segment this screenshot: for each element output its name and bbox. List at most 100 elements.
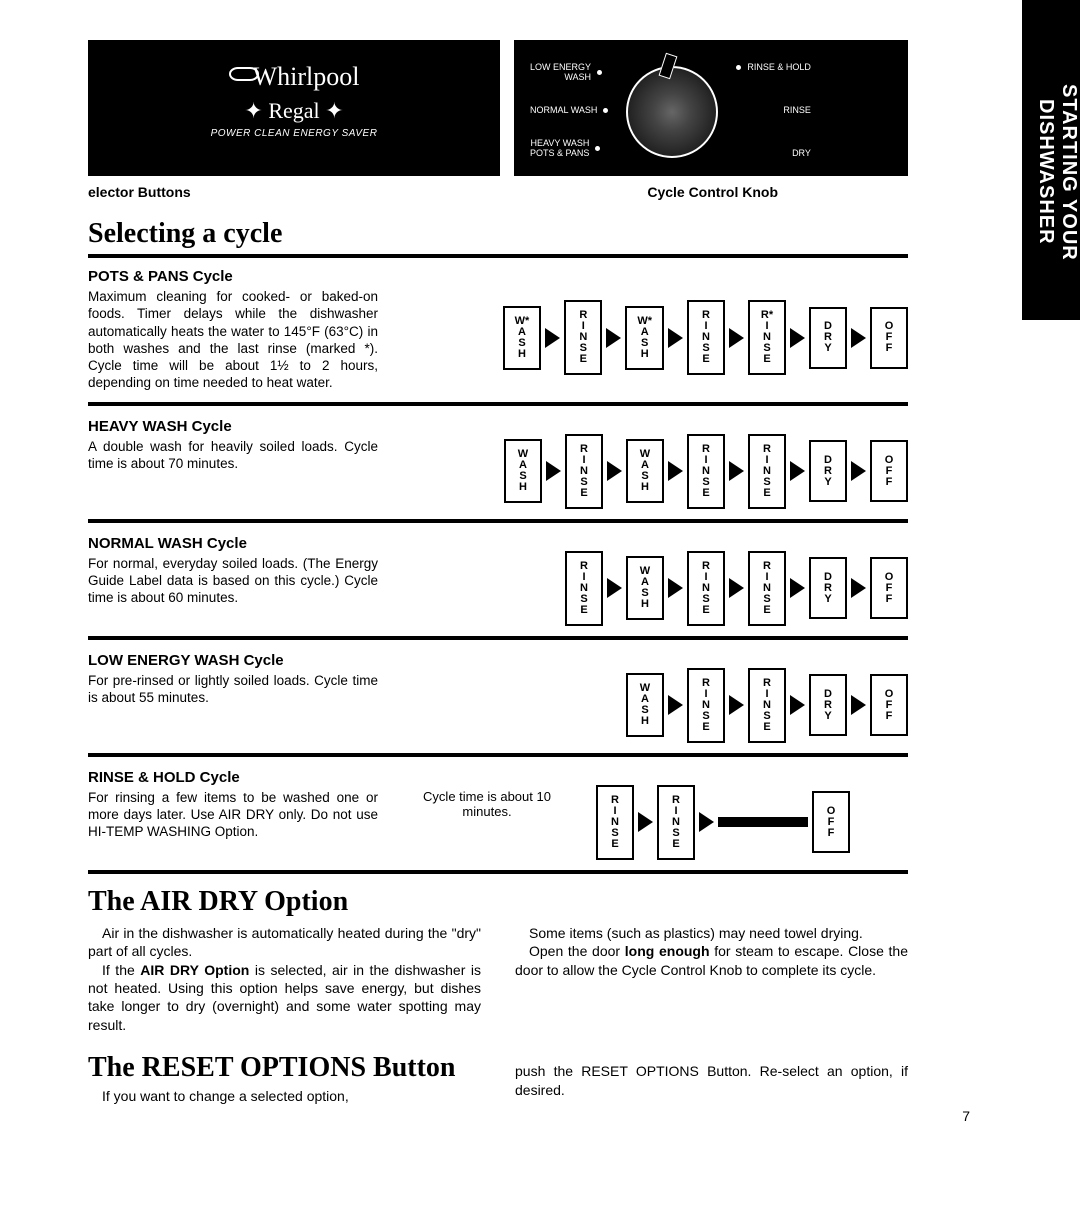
step-box: RINSE	[657, 785, 695, 860]
heading-reset: The RESET OPTIONS Button	[88, 1052, 456, 1083]
step-box: RINSE	[748, 668, 786, 743]
paragraph: Some items (such as plastics) may need t…	[515, 924, 908, 942]
arrow-icon	[729, 578, 744, 598]
dial-panel: LOW ENERGY WASH NORMAL WASH HEAVY WASH P…	[514, 40, 908, 176]
step-box: DRY	[809, 674, 847, 736]
step-box: RINSE	[687, 434, 725, 509]
arrow-icon	[545, 328, 560, 348]
cycle-steps: WASHRINSEWASHRINSERINSEDRYOFF	[402, 418, 908, 509]
section-air-dry: The AIR DRY Option Air in the dishwasher…	[88, 886, 908, 1035]
heading-selecting-cycle: Selecting a cycle	[88, 218, 908, 250]
step-box: RINSE	[687, 300, 725, 375]
arrow-icon	[606, 328, 621, 348]
cycle-note: Cycle time is about 10 minutes.	[402, 769, 572, 860]
air-dry-col2: Some items (such as plastics) may need t…	[515, 924, 908, 1035]
cycle-body: For pre-rinsed or lightly soiled loads. …	[88, 672, 378, 707]
rule	[88, 636, 908, 640]
step-box: OFF	[870, 440, 908, 502]
step-box: WASH	[626, 673, 664, 737]
arrow-icon	[790, 461, 805, 481]
page-number: 7	[962, 1108, 970, 1124]
brand-script: ✦ Regal ✦	[104, 98, 484, 124]
arrow-icon	[638, 812, 653, 832]
arrow-icon	[790, 695, 805, 715]
cycle-body: A double wash for heavily soiled loads. …	[88, 438, 378, 473]
paragraph: push the RESET OPTIONS Button. Re-select…	[515, 1063, 908, 1097]
cycle-title: RINSE & HOLD Cycle	[88, 769, 378, 786]
step-box: RINSE	[687, 551, 725, 626]
paragraph: If the AIR DRY Option is selected, air i…	[88, 961, 481, 1035]
arrow-icon	[668, 578, 683, 598]
reset-col2: push the RESET OPTIONS Button. Re-select…	[515, 1050, 908, 1099]
air-dry-col1: Air in the dishwasher is automatically h…	[88, 924, 481, 1035]
arrow-icon	[607, 461, 622, 481]
cycle-steps: WASH RINSE RINSE DRY OFF	[402, 652, 908, 743]
arrow-icon	[729, 328, 744, 348]
cycle-title: NORMAL WASH Cycle	[88, 535, 378, 552]
step-box: RINSE	[565, 434, 603, 509]
cycle-rinse-hold: RINSE & HOLD Cycle For rinsing a few ite…	[88, 769, 908, 860]
step-box: RINSE	[596, 785, 634, 860]
brand-panel: Whirlpool ✦ Regal ✦ POWER CLEAN ENERGY S…	[88, 40, 500, 176]
arrow-icon	[790, 328, 805, 348]
arrow-icon	[668, 461, 683, 481]
step-box: DRY	[809, 307, 847, 369]
arrow-icon	[851, 695, 866, 715]
arrow-icon	[607, 578, 622, 598]
step-box: OFF	[812, 791, 850, 853]
arrow-icon	[851, 328, 866, 348]
cycle-title: POTS & PANS Cycle	[88, 268, 378, 285]
rule	[88, 870, 908, 874]
arrow-icon	[668, 328, 683, 348]
cycle-normal-wash: NORMAL WASH Cycle For normal, everyday s…	[88, 535, 908, 626]
rule	[88, 519, 908, 523]
arrow-icon	[851, 578, 866, 598]
rule	[88, 753, 908, 757]
cycle-steps: RINSE WASH RINSE RINSE DRY OFF	[402, 535, 908, 626]
side-tab: STARTING YOUR DISHWASHER	[1022, 0, 1080, 320]
rule	[88, 402, 908, 406]
reset-col1: The RESET OPTIONS Button If you want to …	[88, 1050, 481, 1105]
cycle-body: Maximum cleaning for cooked- or baked-on…	[88, 288, 378, 392]
arrow-icon	[699, 812, 714, 832]
brand-tagline: POWER CLEAN ENERGY SAVER	[104, 128, 484, 139]
cycle-low-energy: LOW ENERGY WASH Cycle For pre-rinsed or …	[88, 652, 908, 743]
cycle-steps: RINSE RINSE OFF	[596, 769, 850, 860]
step-box: R*INSE	[748, 300, 786, 375]
cycle-pots-pans: POTS & PANS Cycle Maximum cleaning for c…	[88, 268, 908, 392]
arrow-icon	[668, 695, 683, 715]
cycle-title: LOW ENERGY WASH Cycle	[88, 652, 378, 669]
dial-left-labels: LOW ENERGY WASH NORMAL WASH HEAVY WASH P…	[530, 62, 618, 158]
step-box: RINSE	[564, 300, 602, 375]
step-box: RINSE	[687, 668, 725, 743]
paragraph: Open the door long enough for steam to e…	[515, 942, 908, 979]
dial-right-labels: RINSE & HOLD RINSE DRY	[726, 62, 811, 158]
arrow-icon	[851, 461, 866, 481]
paragraph: Air in the dishwasher is automatically h…	[88, 924, 481, 961]
step-box: W*ASH	[625, 306, 664, 370]
section-reset: The RESET OPTIONS Button If you want to …	[88, 1050, 908, 1105]
step-box: WASH	[626, 439, 664, 503]
caption-right: Cycle Control Knob	[647, 184, 778, 200]
step-box: RINSE	[748, 434, 786, 509]
page-content: Whirlpool ✦ Regal ✦ POWER CLEAN ENERGY S…	[88, 40, 908, 1106]
caption-left: elector Buttons	[88, 184, 191, 200]
step-box: RINSE	[748, 551, 786, 626]
cycle-heavy-wash: HEAVY WASH Cycle A double wash for heavi…	[88, 418, 908, 509]
step-box: DRY	[809, 557, 847, 619]
arrow-icon	[790, 578, 805, 598]
step-box: DRY	[809, 440, 847, 502]
step-box: WASH	[626, 556, 664, 620]
arrow-icon	[729, 461, 744, 481]
rule	[88, 254, 908, 258]
brand-logo: Whirlpool	[104, 62, 484, 92]
step-box: OFF	[870, 557, 908, 619]
step-box: OFF	[870, 674, 908, 736]
cycle-steps: W*ASHRINSEW*ASHRINSER*INSEDRYOFF	[402, 268, 908, 392]
step-box: OFF	[870, 307, 908, 369]
step-bar	[718, 817, 808, 827]
cycle-title: HEAVY WASH Cycle	[88, 418, 378, 435]
step-box: RINSE	[565, 551, 603, 626]
cycle-body: For normal, everyday soiled loads. (The …	[88, 555, 378, 607]
control-panel-illustration: Whirlpool ✦ Regal ✦ POWER CLEAN ENERGY S…	[88, 40, 908, 176]
